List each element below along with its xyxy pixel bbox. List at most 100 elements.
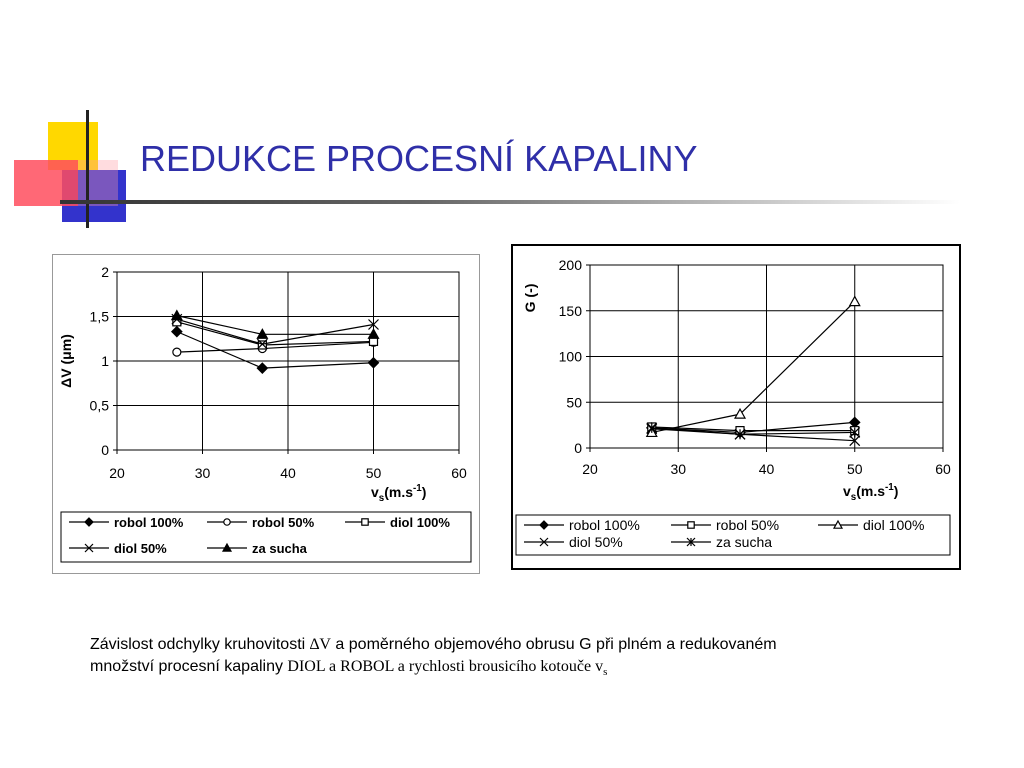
- chart-a-data-point: [367, 328, 380, 339]
- chart-b-legend-label: diol 100%: [863, 517, 925, 533]
- chart-b-ytick-label: 0: [574, 440, 582, 456]
- chart-b-legend-marker: [539, 520, 549, 530]
- chart-b-legend-box: [515, 514, 951, 556]
- chart-a-x-axis-label-part: s: [379, 493, 385, 504]
- logo-red-fade: [78, 160, 118, 206]
- chart-b-x-axis-label-part: -1: [885, 482, 894, 493]
- chart-a-series-0: [171, 325, 380, 374]
- chart-a-x-axis-label: vs(m.s-1): [371, 483, 426, 504]
- chart-a-data-point: [171, 325, 183, 338]
- chart-a-x-axis-label-part: ): [422, 484, 427, 500]
- chart-b-legend-label: diol 50%: [569, 534, 623, 550]
- slide-title: REDUKCE PROCESNÍ KAPALINY: [140, 138, 698, 179]
- chart-a-xtick-label: 60: [451, 465, 467, 481]
- chart-a-legend-label: robol 100%: [114, 515, 184, 530]
- chart-a-legend-marker: [84, 517, 94, 527]
- caption-text-1b: a poměrného objemového obrusu G při plné…: [330, 636, 777, 653]
- chart-a-xtick-label: 40: [280, 465, 296, 481]
- chart-b-ytick-label: 200: [559, 257, 583, 273]
- chart-b-data-point: [646, 422, 658, 434]
- chart-a-legend-box: [60, 511, 472, 563]
- chart-a-data-point-b: [256, 338, 268, 350]
- caption-text-2b: DIOL a ROBOL a rychlosti brousicího koto…: [287, 658, 604, 675]
- chart-b-x-axis-label-part: s: [851, 492, 857, 503]
- chart-b-legend-marker: [539, 537, 549, 547]
- chart-roundness-deviation: 0 0,5 1 1,5 2 20 30 40 50 60 ΔV (μm) vs(m.s-1) robol…: [52, 254, 480, 574]
- chart-a-legend-marker-b: [84, 543, 94, 553]
- chart-a-data-point: [256, 362, 269, 374]
- chart-b-xtick-label: 20: [582, 461, 598, 477]
- chart-b-x-axis-label: vs(m.s-1): [843, 482, 898, 503]
- title-underline: [60, 200, 960, 204]
- chart-a-ytick-label: 1,5: [90, 309, 110, 325]
- chart-a-x-axis-label-part: v: [371, 484, 379, 500]
- chart-a-legend-marker: [221, 542, 233, 552]
- chart-a-xtick-label: 20: [109, 465, 125, 481]
- chart-a-data-point-b: [368, 319, 379, 330]
- chart-a-x-axis-label-part: -1: [413, 483, 422, 494]
- caption-delta-v: ∆V: [309, 636, 331, 653]
- chart-b-y-axis-label: G (-): [522, 284, 538, 313]
- chart-b-data-point: [734, 407, 747, 419]
- chart-a-legend-label: za sucha: [252, 541, 308, 556]
- caption-line-1: Závislost odchylky kruhovitosti ∆V a pom…: [90, 634, 990, 656]
- chart-a-data-point: [172, 347, 182, 357]
- chart-a-x-axis-label-part: (m.s: [384, 484, 413, 500]
- chart-b-x-axis-label-part: v: [843, 483, 851, 499]
- caption-line-2: množství procesní kapaliny DIOL a ROBOL …: [90, 656, 990, 683]
- chart-b-xtick-label: 60: [935, 461, 951, 477]
- chart-b-data-point: [734, 428, 746, 440]
- chart-b-xtick-label: 30: [670, 461, 686, 477]
- chart-a-ytick-label: 1: [101, 353, 109, 369]
- caption-text-1a: Závislost odchylky kruhovitosti: [90, 636, 310, 653]
- caption-sub-s: s: [603, 666, 608, 679]
- chart-a-data-point: [257, 340, 267, 350]
- chart-a-y-axis-label: ΔV (μm): [58, 334, 74, 388]
- title-logo-graphic: [14, 110, 126, 228]
- chart-a-data-point: [367, 356, 380, 369]
- chart-a-ytick-label: 0,5: [90, 398, 110, 414]
- chart-a-svg: 0 0,5 1 1,5 2 20 30 40 50 60 ΔV (μm) vs(m.s-1) robol…: [58, 264, 472, 563]
- chart-a-data-point: [256, 328, 269, 339]
- chart-b-legend-label: robol 100%: [569, 517, 640, 533]
- chart-a-legend-label: diol 100%: [390, 515, 450, 530]
- chart-a-legend-marker: [223, 518, 231, 526]
- chart-b-svg: 0 50 100 150 200 20 30 40 50 60 G (-) vs(m.s-1) robo…: [515, 257, 951, 556]
- chart-relative-wear: 0 50 100 150 200 20 30 40 50 60 G (-) vs(m.s-1) robo…: [511, 244, 961, 570]
- chart-a-data-point: [256, 338, 268, 350]
- chart-b-data-point: [848, 295, 861, 307]
- chart-b-legend-marker: [686, 537, 696, 547]
- chart-a-xtick-label: 50: [366, 465, 382, 481]
- chart-b-legend-label: za sucha: [716, 534, 772, 550]
- chart-a-legend-marker: [84, 543, 94, 553]
- chart-b-xtick-label: 40: [759, 461, 775, 477]
- chart-b-legend-label: robol 50%: [716, 517, 779, 533]
- logo-vertical-bar: [86, 110, 89, 228]
- chart-b-series-4: [646, 422, 861, 440]
- chart-b-ytick-label: 150: [559, 303, 583, 319]
- chart-a-legend-label: robol 50%: [252, 515, 315, 530]
- chart-b-data-point: [849, 427, 861, 438]
- chart-b-legend-marker-b: [539, 537, 549, 547]
- chart-b-x-axis-label-part: ): [894, 483, 899, 499]
- chart-b-x-axis-label-part: (m.s: [856, 483, 885, 499]
- chart-a-series-2: [172, 317, 379, 350]
- chart-b-data-point-b: [849, 435, 861, 447]
- chart-b-legend-marker: [832, 519, 844, 529]
- chart-a-legend-label: diol 50%: [114, 541, 167, 556]
- chart-a-ytick-label: 2: [101, 264, 109, 280]
- chart-a-ytick-label: 0: [101, 442, 109, 458]
- chart-b-ytick-label: 100: [559, 349, 583, 365]
- figure-caption: Závislost odchylky kruhovitosti ∆V a pom…: [90, 634, 990, 683]
- chart-b-data-point: [849, 435, 861, 447]
- logo-red-square: [14, 160, 78, 206]
- chart-b-ytick-label: 50: [566, 394, 582, 410]
- chart-b-xtick-label: 50: [847, 461, 863, 477]
- chart-a-legend-marker: [361, 518, 369, 526]
- chart-a-series-4: [170, 309, 380, 339]
- chart-a-data-point: [170, 309, 183, 321]
- chart-b-legend-marker: [687, 521, 695, 529]
- chart-a-data-point: [368, 319, 379, 330]
- chart-a-xtick-label: 30: [195, 465, 211, 481]
- caption-text-2a: množství procesní kapaliny: [90, 658, 288, 675]
